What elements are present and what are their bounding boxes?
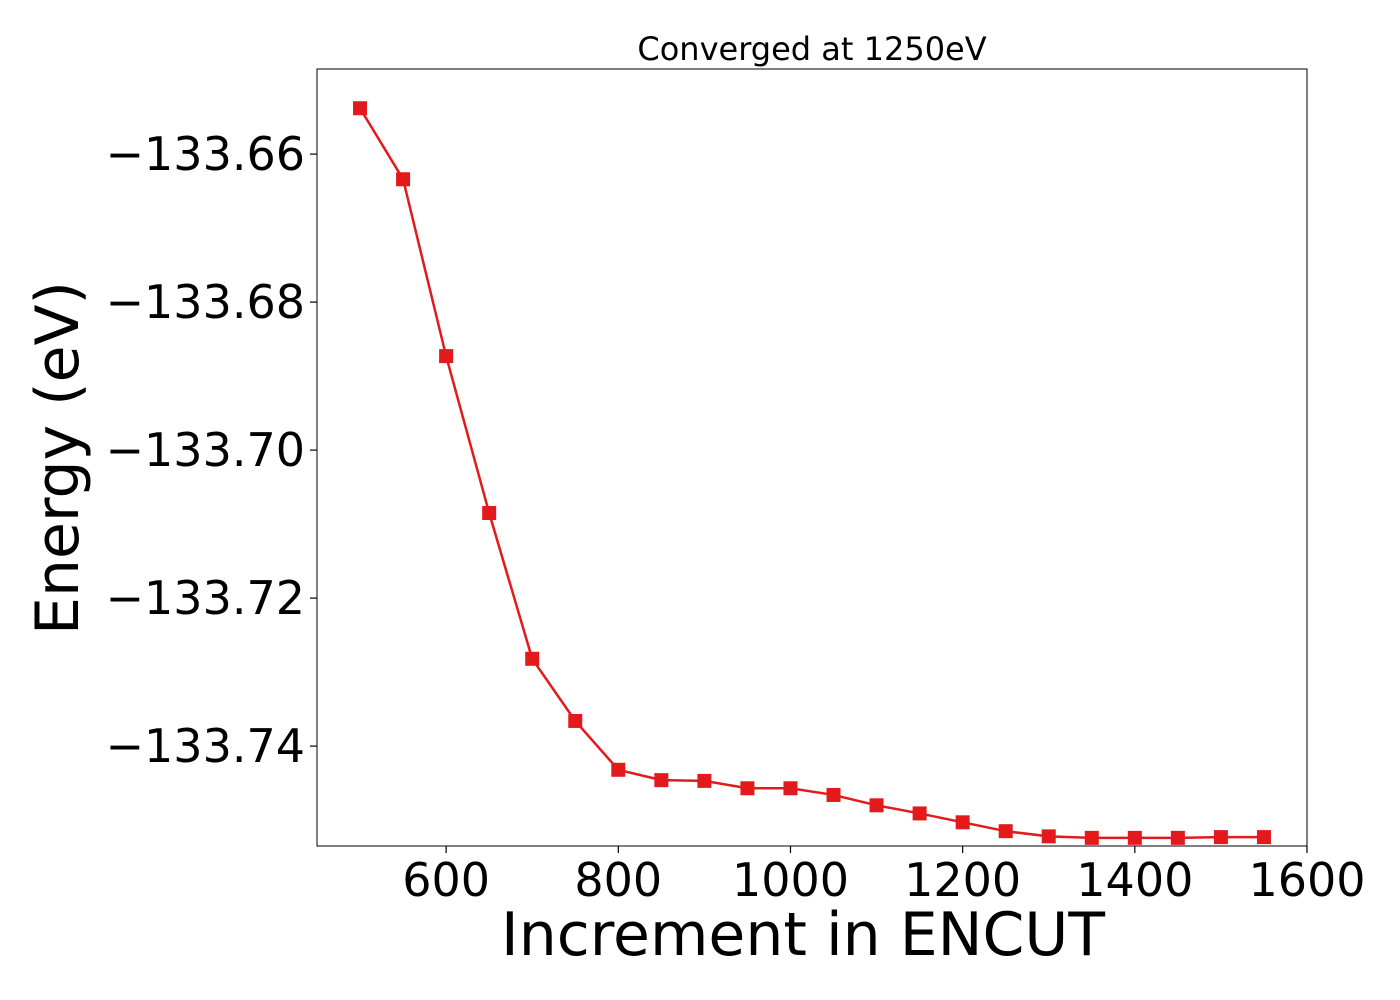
y-axis-label: Energy (eV) xyxy=(23,281,93,635)
series-line xyxy=(358,107,1264,840)
data-point xyxy=(353,101,368,116)
data-point xyxy=(525,651,540,666)
series-energy xyxy=(353,101,1271,845)
data-point xyxy=(568,713,583,728)
data-point xyxy=(1170,830,1185,845)
x-tick-label: 600 xyxy=(402,853,490,907)
chart-title: Converged at 1250eV xyxy=(637,30,986,68)
data-point xyxy=(482,506,497,520)
x-axis: 600 800 1000 1200 1400 1600 xyxy=(402,846,1366,907)
y-tick-label: −133.74 xyxy=(106,719,306,773)
data-point xyxy=(1084,830,1099,845)
data-point xyxy=(955,815,970,830)
data-point xyxy=(826,787,841,802)
x-tick-label: 1000 xyxy=(732,853,849,907)
data-point xyxy=(1213,830,1228,845)
data-point xyxy=(439,349,454,364)
y-tick-label: −133.72 xyxy=(106,571,306,625)
data-point xyxy=(912,806,927,821)
y-axis: −133.66 −133.68 −133.70 −133.72 −133.74 xyxy=(106,127,317,773)
data-point xyxy=(869,798,884,813)
data-point xyxy=(998,824,1013,839)
data-point xyxy=(1041,829,1056,844)
data-point xyxy=(1127,830,1142,845)
data-point xyxy=(740,781,755,796)
data-point xyxy=(654,773,669,788)
x-tick-label: 1600 xyxy=(1248,853,1365,907)
x-tick-label: 800 xyxy=(574,853,662,907)
y-tick-label: −133.66 xyxy=(106,127,306,181)
x-tick-label: 1200 xyxy=(904,853,1021,907)
data-point xyxy=(697,773,712,788)
x-tick-label: 1400 xyxy=(1076,853,1193,907)
data-point xyxy=(611,762,626,777)
y-tick-label: −133.68 xyxy=(106,275,306,329)
x-axis-label: Increment in ENCUT xyxy=(501,900,1105,970)
data-point xyxy=(1256,830,1271,845)
y-tick-label: −133.70 xyxy=(106,423,306,477)
data-point xyxy=(783,781,798,796)
plot-frame xyxy=(316,68,1308,847)
data-point xyxy=(396,172,411,187)
